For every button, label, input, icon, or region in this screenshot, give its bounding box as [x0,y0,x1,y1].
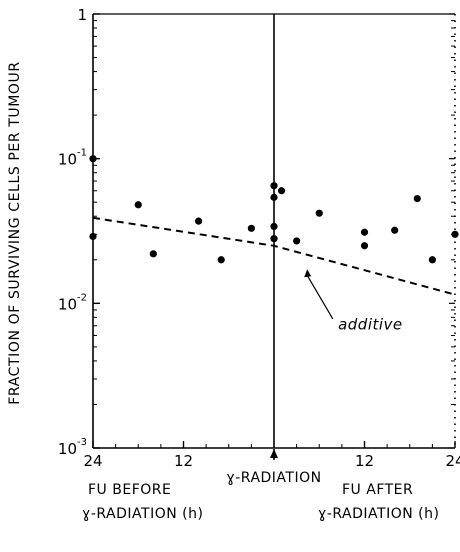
data-point [89,232,97,241]
data-point [391,226,399,234]
caption-after-line2: ɣ-RADIATION (h) [318,506,440,522]
data-point [149,250,157,258]
data-point [270,222,278,231]
data-point [451,230,459,238]
data-point [360,228,369,236]
y-tick-label: 10-3 [58,437,87,458]
data-point [247,224,255,232]
additive-annotation: additive [338,315,403,333]
y-tick-label: 1 [77,6,87,24]
data-point [270,235,278,243]
data-point [315,209,323,217]
data-point [270,193,278,201]
x-tick-label: 24 [83,452,102,470]
annotation-pointer-line [306,274,334,320]
x-tick-label: 24 [445,452,460,470]
radiation-marker-label: ɣ-RADIATION [226,470,321,486]
data-point [293,237,301,245]
radiation-arrow-head [270,449,278,458]
x-tick-label: 12 [174,452,193,470]
data-point [89,155,97,163]
data-point [360,242,369,250]
annotation-pointer-head [304,269,312,278]
data-point [270,182,278,190]
additive-dashed-line [92,216,456,296]
caption-before-line1: FU BEFORE [88,482,172,498]
y-tick-label: 10-1 [58,148,87,169]
data-point [194,217,203,225]
data-point [413,194,421,203]
x-tick-label: 12 [355,452,374,470]
caption-before-line2: ɣ-RADIATION (h) [82,506,204,522]
data-point [277,187,286,195]
data-point [217,256,225,264]
data-point [428,256,436,264]
caption-after-line1: FU AFTER [342,482,414,498]
data-point [134,201,142,209]
y-tick-label: 10-2 [58,292,87,313]
